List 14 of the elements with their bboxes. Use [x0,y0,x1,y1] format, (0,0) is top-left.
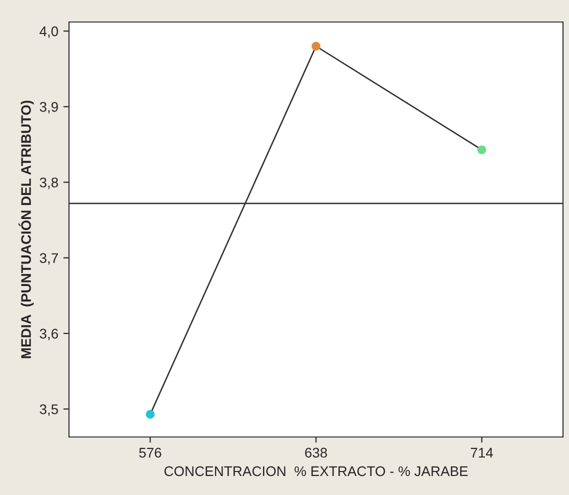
x-axis-title: CONCENTRACION % EXTRACTO - % JARABE [164,466,468,476]
x-tick-label: 714 [470,448,493,458]
y-tick-label: 3,6 [40,328,58,340]
point [312,42,320,51]
y-tick-label: 3,8 [40,178,58,190]
point [146,410,155,419]
point [477,145,486,154]
y-tick-label: 3,5 [40,404,58,416]
x-tick-label: 638 [305,448,327,458]
x-tick-label: 576 [139,448,162,458]
y-tick-label: 3,9 [40,102,58,114]
y-tick-label: 3,7 [40,253,58,265]
y-tick-label: 4,0 [40,26,58,38]
y-axis-title: MEDIA (PUNTUACIÓN DEL ATRIBUTO) [18,100,34,358]
